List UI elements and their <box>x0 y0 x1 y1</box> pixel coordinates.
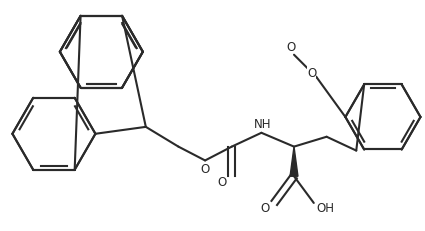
Text: NH: NH <box>254 118 271 131</box>
Text: OH: OH <box>317 201 334 214</box>
Text: O: O <box>217 175 227 188</box>
Text: O: O <box>307 67 317 80</box>
Polygon shape <box>290 147 298 176</box>
Text: O: O <box>261 201 270 214</box>
Text: O: O <box>286 41 296 54</box>
Text: O: O <box>201 162 210 175</box>
